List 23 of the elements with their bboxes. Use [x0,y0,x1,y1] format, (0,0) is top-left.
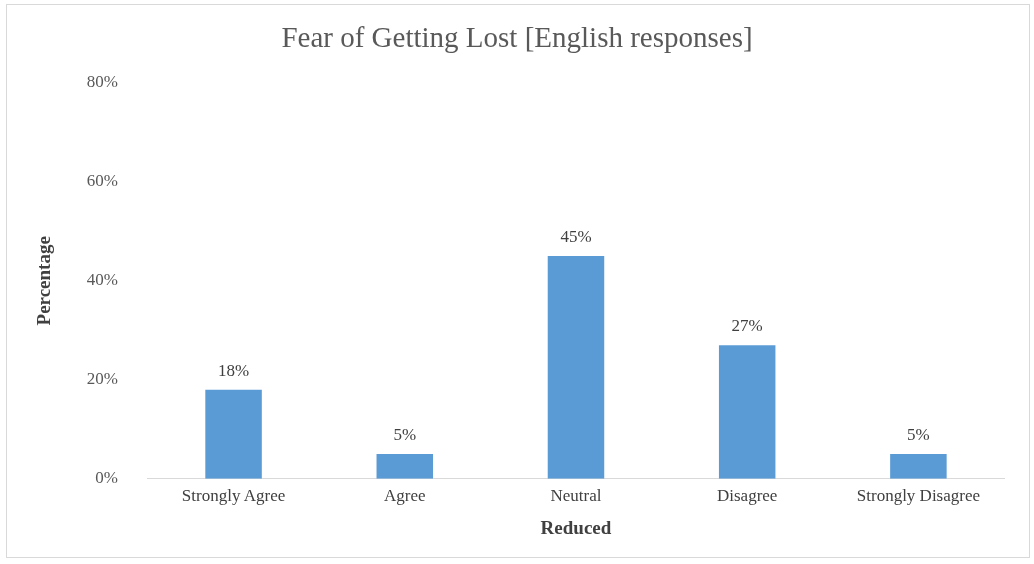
x-tick-label: Disagree [716,486,778,506]
x-tick-label: Strongly Disagree [856,486,981,506]
y-tick-label: 0% [95,468,118,488]
bar [376,454,434,479]
data-label: 27% [731,316,763,336]
x-tick-label: Strongly Agree [181,486,286,506]
data-label: 5% [393,425,417,445]
y-axis-title: Percentage [33,236,55,326]
bar [718,345,776,479]
data-label: 5% [907,425,930,445]
chart-title: Fear of Getting Lost [English responses] [281,21,753,54]
data-label: 18% [217,360,250,380]
y-tick-label: 20% [86,369,118,389]
bar [205,389,262,479]
data-label: 45% [560,227,592,247]
x-tick-label: Agree [384,486,426,506]
bar [890,454,947,479]
bar [547,256,605,479]
y-tick-label: 60% [86,171,118,191]
x-axis-title: Reduced [540,516,612,538]
y-tick-label: 80% [86,72,118,92]
y-tick-label: 40% [86,270,118,290]
x-tick-label: Neutral [550,486,602,506]
